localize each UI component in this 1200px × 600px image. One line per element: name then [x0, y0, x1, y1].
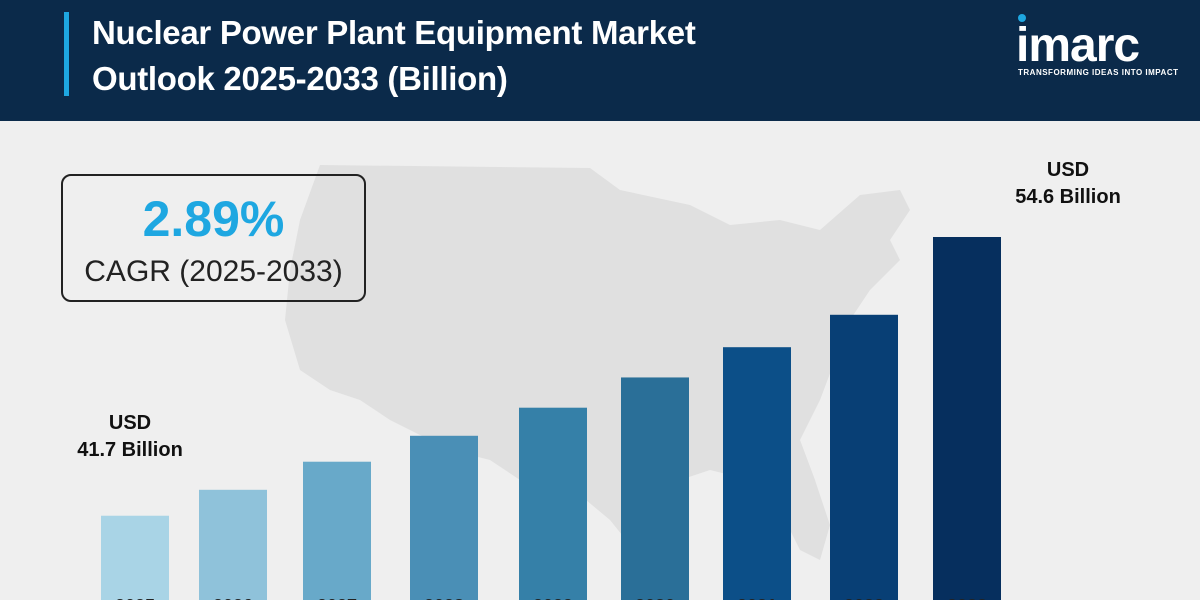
header-accent-bar — [64, 12, 69, 96]
page-title: Nuclear Power Plant Equipment Market Out… — [92, 10, 792, 102]
imarc-logo: imarc TRANSFORMING IDEAS INTO IMPACT — [1010, 14, 1180, 84]
end-callout-value: 54.6 Billion — [1015, 186, 1121, 208]
end-value-callout: USD 54.6 Billion — [1003, 157, 1133, 211]
bar-2027 — [303, 461, 371, 600]
start-callout-currency: USD — [108, 412, 152, 434]
x-tick-label: 2031 — [737, 596, 777, 600]
x-tick-label: 2029 — [533, 596, 573, 600]
start-callout-value: 41.7 Billion — [77, 439, 183, 461]
bar-2029 — [519, 407, 587, 600]
x-tick-label: 2030 — [635, 596, 675, 600]
logo-wordmark: imarc — [1016, 19, 1140, 72]
cagr-box: 2.89% CAGR (2025-2033) — [61, 174, 366, 302]
x-tick-label: 2027 — [317, 596, 357, 600]
cagr-value: 2.89% — [142, 191, 285, 247]
logo-tagline: TRANSFORMING IDEAS INTO IMPACT — [1018, 68, 1179, 77]
title-line-1: Nuclear Power Plant Equipment Market — [92, 14, 696, 51]
bar-2028 — [410, 435, 478, 600]
end-callout-currency: USD — [1046, 159, 1090, 181]
bar-2032 — [830, 314, 898, 600]
start-value-callout: USD 41.7 Billion — [70, 410, 190, 464]
header-bar: Nuclear Power Plant Equipment Market Out… — [0, 0, 1200, 121]
x-tick-label: 2033 — [947, 596, 987, 600]
x-tick-label: 2025 — [115, 596, 155, 600]
x-tick-label: 2026 — [213, 596, 253, 600]
bar-2026 — [199, 489, 267, 600]
cagr-label: CAGR (2025-2033) — [84, 255, 343, 288]
bar-2031 — [723, 347, 791, 600]
bar-2030 — [621, 377, 689, 600]
bar-2025 — [101, 515, 169, 600]
logo-dot-icon — [1018, 14, 1026, 22]
title-line-2: Outlook 2025-2033 (Billion) — [92, 60, 508, 97]
x-tick-label: 2032 — [844, 596, 884, 600]
x-tick-label: 2028 — [424, 596, 464, 600]
bar-2033 — [933, 237, 1001, 600]
